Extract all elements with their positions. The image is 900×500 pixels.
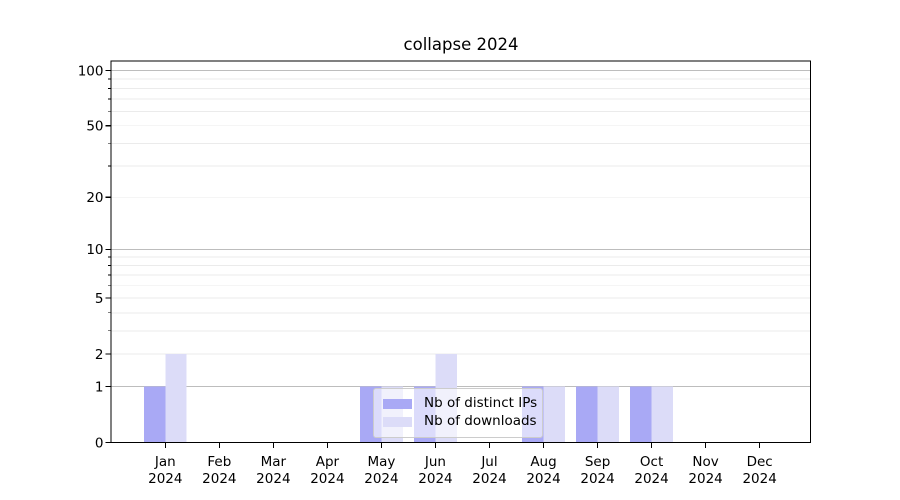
x-tick-label-year-mar: 2024 xyxy=(256,471,290,487)
x-tick-label-year-aug: 2024 xyxy=(526,471,560,487)
x-tick-label-year-jul: 2024 xyxy=(472,471,506,487)
x-tick-label-month-jun: Jun xyxy=(424,454,446,470)
legend-item-downloads: Nb of downloads xyxy=(383,415,537,429)
x-tick-label-month-dec: Dec xyxy=(747,454,773,470)
bar-downloads-oct xyxy=(651,386,673,443)
y-tick-label-2: 2 xyxy=(95,347,104,363)
bar-distinct-ips-jan xyxy=(143,386,166,443)
x-tick-label-year-apr: 2024 xyxy=(310,471,344,487)
x-tick-label-month-mar: Mar xyxy=(261,454,287,470)
y-tick-label-0: 0 xyxy=(95,435,104,451)
x-tick-label-month-oct: Oct xyxy=(640,454,663,470)
y-tick-label-50: 50 xyxy=(86,119,103,135)
x-tick-label-month-may: May xyxy=(367,454,395,470)
x-tick-label-year-feb: 2024 xyxy=(202,471,236,487)
x-tick-label-year-may: 2024 xyxy=(364,471,398,487)
x-tick-label-year-dec: 2024 xyxy=(742,471,776,487)
bar-distinct-ips-sep xyxy=(576,386,598,443)
x-tick-label-year-jun: 2024 xyxy=(418,471,452,487)
x-tick-label-month-feb: Feb xyxy=(207,454,231,470)
legend-label-downloads: Nb of downloads xyxy=(424,413,537,430)
legend-swatch-downloads xyxy=(383,416,412,427)
x-tick-label-month-nov: Nov xyxy=(692,454,718,470)
y-tick-label-10: 10 xyxy=(86,242,103,258)
x-tick-label-month-jul: Jul xyxy=(480,454,497,470)
x-tick-label-month-aug: Aug xyxy=(530,454,556,470)
x-tick-label-month-sep: Sep xyxy=(585,454,610,470)
y-tick-label-100: 100 xyxy=(78,63,104,79)
x-tick-label-year-nov: 2024 xyxy=(688,471,722,487)
legend-label-distinct-ips: Nb of distinct IPs xyxy=(424,395,538,412)
legend: Nb of distinct IPs Nb of downloads xyxy=(373,388,543,438)
chart-title: collapse 2024 xyxy=(403,35,519,54)
y-tick-label-20: 20 xyxy=(86,190,103,206)
bar-distinct-ips-oct xyxy=(630,386,652,443)
x-tick-label-month-jan: Jan xyxy=(154,454,176,470)
legend-swatch-distinct-ips xyxy=(383,399,412,410)
x-tick-label-year-oct: 2024 xyxy=(634,471,668,487)
bar-downloads-sep xyxy=(597,386,619,443)
bar-downloads-jan xyxy=(165,353,187,443)
x-tick-label-month-apr: Apr xyxy=(316,454,340,470)
plot-frame xyxy=(110,60,812,444)
x-tick-label-year-jan: 2024 xyxy=(148,471,182,487)
legend-item-distinct-ips: Nb of distinct IPs xyxy=(383,397,537,411)
y-tick-label-1: 1 xyxy=(95,379,104,395)
bar-downloads-aug xyxy=(543,386,565,443)
x-tick-label-year-sep: 2024 xyxy=(580,471,614,487)
y-tick-label-5: 5 xyxy=(95,291,104,307)
